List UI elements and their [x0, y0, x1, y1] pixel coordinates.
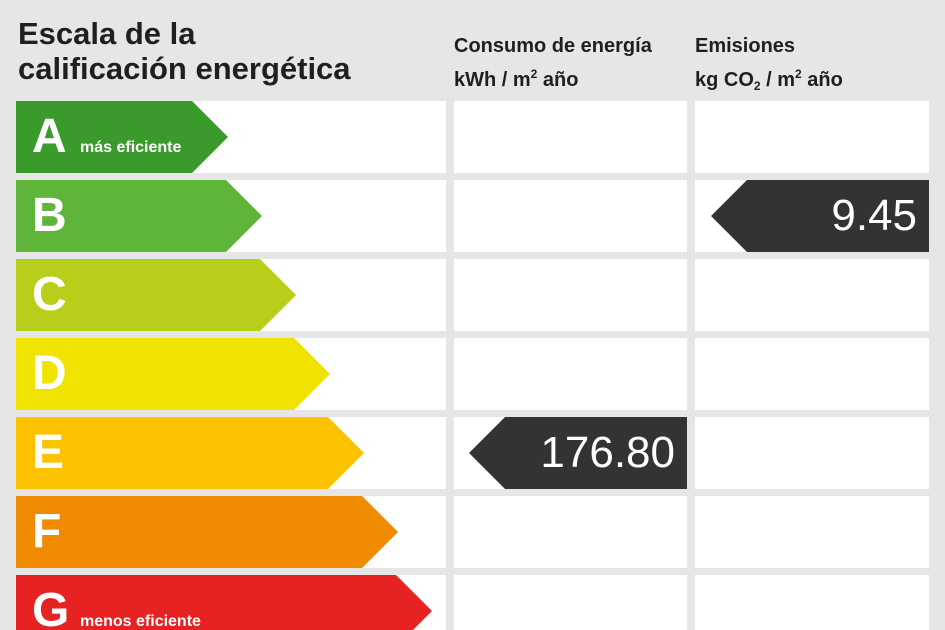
energy-unit-sup: 2: [530, 67, 538, 81]
emissions-cell: [695, 417, 929, 489]
rating-row: D: [0, 338, 945, 410]
emissions-cell: [695, 338, 929, 410]
emissions-header-label: Emisiones: [695, 35, 796, 57]
emissions-header-unit: kg CO2 / m2 año: [695, 60, 843, 100]
energy-header-label: Consumo de energía: [454, 35, 652, 57]
energy-value: 176.80: [540, 428, 675, 477]
emissions-unit-part: / m: [760, 69, 796, 91]
emissions-cell: 9.45: [695, 180, 929, 252]
emissions-column-header: Emisiones kg CO2 / m2 año: [695, 32, 843, 100]
energy-cell: [454, 496, 687, 568]
rating-arrow-b: B: [16, 180, 262, 252]
rating-arrow-c: C: [16, 259, 296, 331]
energy-cell: [454, 575, 687, 630]
rating-note: menos eficiente: [80, 613, 201, 630]
rating-letter: C: [32, 268, 67, 321]
emissions-cell: [695, 575, 929, 630]
emissions-unit-sup: 2: [795, 67, 802, 81]
emissions-marker: 9.45: [711, 180, 929, 252]
page-title: Escala de la calificación energética: [18, 16, 351, 86]
emissions-unit-part: año: [801, 69, 843, 91]
scale-cell: F: [16, 496, 446, 568]
emissions-cell: [695, 496, 929, 568]
rating-row: E 176.80: [0, 417, 945, 489]
scale-cell: C: [16, 259, 446, 331]
energy-unit-part: kWh / m: [454, 69, 531, 91]
emissions-cell: [695, 259, 929, 331]
energy-cell: [454, 180, 687, 252]
energy-column-header: Consumo de energía kWh / m2 año: [454, 32, 652, 94]
energy-marker: 176.80: [469, 417, 687, 489]
energy-header-unit: kWh / m2 año: [454, 60, 652, 94]
scale-cell: D: [16, 338, 446, 410]
rating-letter: G: [32, 584, 70, 630]
energy-unit-part: año: [537, 69, 579, 91]
rating-arrow-d: D: [16, 338, 330, 410]
energy-cell: [454, 338, 687, 410]
rating-letter: E: [32, 426, 65, 479]
rating-arrow-e: E: [16, 417, 364, 489]
rating-arrow-f: F: [16, 496, 398, 568]
energy-cell: [454, 101, 687, 173]
rating-row: F: [0, 496, 945, 568]
emissions-unit-sub: 2: [753, 79, 761, 93]
rating-letter: D: [32, 347, 67, 400]
scale-cell: B: [16, 180, 446, 252]
rating-letter: B: [32, 189, 67, 242]
emissions-cell: [695, 101, 929, 173]
title-line-2: calificación energética: [18, 51, 351, 86]
rating-row: C: [0, 259, 945, 331]
scale-cell: E: [16, 417, 446, 489]
energy-cell: [454, 259, 687, 331]
title-line-1: Escala de la: [18, 16, 196, 51]
emissions-unit-part: kg CO: [695, 69, 754, 91]
rating-note: más eficiente: [80, 139, 182, 156]
energy-cell: 176.80: [454, 417, 687, 489]
rating-letter: A: [32, 110, 67, 163]
emissions-value: 9.45: [831, 191, 917, 240]
rating-letter: F: [32, 505, 62, 558]
rating-row: B 9.45: [0, 180, 945, 252]
